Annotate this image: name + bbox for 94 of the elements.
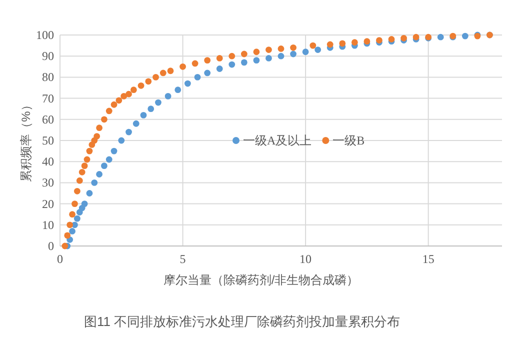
y-tick-label: 90 <box>42 49 54 64</box>
point <box>101 116 108 123</box>
point <box>412 34 420 40</box>
point <box>64 232 71 239</box>
point <box>194 74 201 80</box>
point <box>302 48 309 56</box>
point <box>339 40 346 47</box>
y-tick-label: 0 <box>48 239 54 253</box>
point <box>74 188 80 194</box>
y-tick-label: 70 <box>42 91 54 106</box>
point <box>216 55 223 62</box>
point <box>310 42 316 49</box>
x-tick-label: 10 <box>300 252 312 266</box>
point <box>116 97 122 104</box>
y-tick-label: 30 <box>42 176 54 190</box>
point <box>174 86 182 94</box>
point <box>130 86 137 94</box>
point <box>164 92 172 100</box>
point <box>120 92 128 100</box>
point <box>74 215 80 222</box>
point <box>110 148 118 154</box>
point <box>126 90 132 98</box>
point <box>69 211 76 218</box>
y-tick-label: 80 <box>42 70 54 84</box>
point <box>290 44 296 51</box>
point <box>72 200 78 207</box>
point <box>101 162 108 170</box>
point <box>351 39 358 46</box>
point <box>278 52 284 60</box>
legend-label: 一级A及以上 <box>243 134 312 148</box>
point <box>253 48 260 56</box>
point <box>126 128 132 136</box>
point <box>110 101 118 108</box>
point <box>266 55 272 62</box>
point <box>94 133 100 140</box>
y-tick-label: 10 <box>42 218 54 232</box>
point <box>76 177 83 184</box>
point <box>167 68 174 74</box>
point <box>118 137 125 144</box>
point <box>96 171 102 178</box>
point <box>148 106 154 112</box>
point <box>140 112 147 118</box>
point <box>216 66 223 72</box>
point <box>314 46 322 53</box>
y-tick-label: 40 <box>42 154 54 169</box>
point <box>204 70 211 76</box>
point <box>240 59 248 66</box>
point <box>184 80 191 87</box>
point <box>388 36 395 42</box>
point <box>204 57 211 64</box>
point <box>290 50 296 58</box>
point <box>81 200 88 207</box>
point <box>106 156 112 163</box>
legend-label: 一级B <box>332 134 365 148</box>
point <box>69 228 76 234</box>
point <box>152 74 159 80</box>
y-tick-label: 20 <box>42 196 54 211</box>
y-tick-label: 100 <box>36 28 54 42</box>
point <box>62 242 68 250</box>
point <box>228 52 236 60</box>
point <box>86 190 93 196</box>
point <box>437 34 444 40</box>
y-tick-label: 60 <box>42 112 54 126</box>
point <box>400 34 407 42</box>
point <box>86 148 93 154</box>
point <box>96 124 102 132</box>
point <box>266 46 272 53</box>
point <box>240 50 248 58</box>
point <box>132 120 140 127</box>
point <box>462 32 468 40</box>
point <box>326 41 334 48</box>
x-axis-title: 摩尔当量（除磷药剂/非生物合成磷） <box>163 273 359 287</box>
point <box>81 162 88 170</box>
point <box>106 108 112 114</box>
point <box>253 57 260 64</box>
point <box>278 46 284 52</box>
point <box>66 222 74 228</box>
point <box>138 82 144 89</box>
point <box>180 63 186 70</box>
point <box>228 61 236 68</box>
x-tick-label: 0 <box>57 252 63 266</box>
y-axis-title: 累积频率（%） <box>19 99 33 182</box>
point <box>91 180 98 186</box>
y-tick-label: 50 <box>42 134 54 148</box>
x-tick-label: 5 <box>180 252 186 266</box>
point <box>78 168 86 176</box>
point <box>84 156 90 163</box>
point <box>145 78 152 85</box>
point <box>192 60 198 67</box>
text: 图11 不同排放标准污水处理厂除磷药剂投加量累积分布 <box>84 314 400 329</box>
point <box>376 37 382 44</box>
x-tick-label: 15 <box>422 252 434 266</box>
point <box>155 99 162 106</box>
point <box>160 70 166 76</box>
